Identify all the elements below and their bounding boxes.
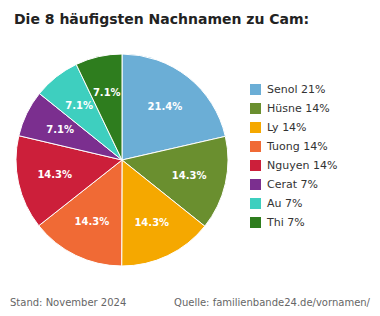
legend-label: Tuong 14% <box>266 140 328 153</box>
annotation: Quelle: familienbande24.de/vornamen/ <box>174 297 371 308</box>
legend-item: Hüsne 14% <box>250 102 330 115</box>
legend-swatch <box>250 103 261 114</box>
legend-item: Tuong 14% <box>250 140 328 153</box>
data-label: 7.1% <box>93 87 121 98</box>
legend-label: Hüsne 14% <box>267 102 330 115</box>
legend-swatch <box>250 122 261 133</box>
data-label: 7.1% <box>46 124 74 135</box>
legend-swatch <box>250 179 261 190</box>
data-label: 21.4% <box>148 101 183 112</box>
legend-item: Nguyen 14% <box>250 159 337 172</box>
data-label: 14.3% <box>37 169 72 180</box>
pie <box>16 54 228 266</box>
legend-item: Cerat 7% <box>250 178 318 191</box>
legend-label: Senol 21% <box>267 83 325 96</box>
data-labels: 21.4%14.3%14.3%14.3%14.3%7.1%7.1%7.1% <box>37 87 206 227</box>
data-label: 14.3% <box>134 217 169 228</box>
legend-label: Cerat 7% <box>267 178 318 191</box>
legend-swatch <box>250 84 261 95</box>
legend-label: Thi 7% <box>266 216 305 229</box>
chart: Die 8 häufigsten Nachnamen zu Cam: 21.4% 1… <box>0 0 380 316</box>
legend-label: Ly 14% <box>267 121 307 134</box>
legend-swatch <box>250 141 261 152</box>
data-label: 14.3% <box>75 216 110 227</box>
annotation: Stand: November 2024 <box>10 297 126 308</box>
legend-item: Ly 14% <box>250 121 307 134</box>
legend-swatch <box>250 160 261 171</box>
legend-item: Senol 21% <box>250 83 325 96</box>
data-label: 14.3% <box>172 170 207 181</box>
legend-label: Nguyen 14% <box>267 159 337 172</box>
title: Die 8 häufigsten Nachnamen zu Cam: <box>14 11 309 27</box>
legend: Senol 21% Hüsne 14% Ly 14% Tuong 14% Nguyen … <box>250 83 337 229</box>
legend-swatch <box>250 198 261 209</box>
legend-label: Au 7% <box>267 197 302 210</box>
legend-item: Au 7% <box>250 197 302 210</box>
data-label: 7.1% <box>65 100 93 111</box>
legend-swatch <box>250 217 261 228</box>
legend-item: Thi 7% <box>250 216 305 229</box>
